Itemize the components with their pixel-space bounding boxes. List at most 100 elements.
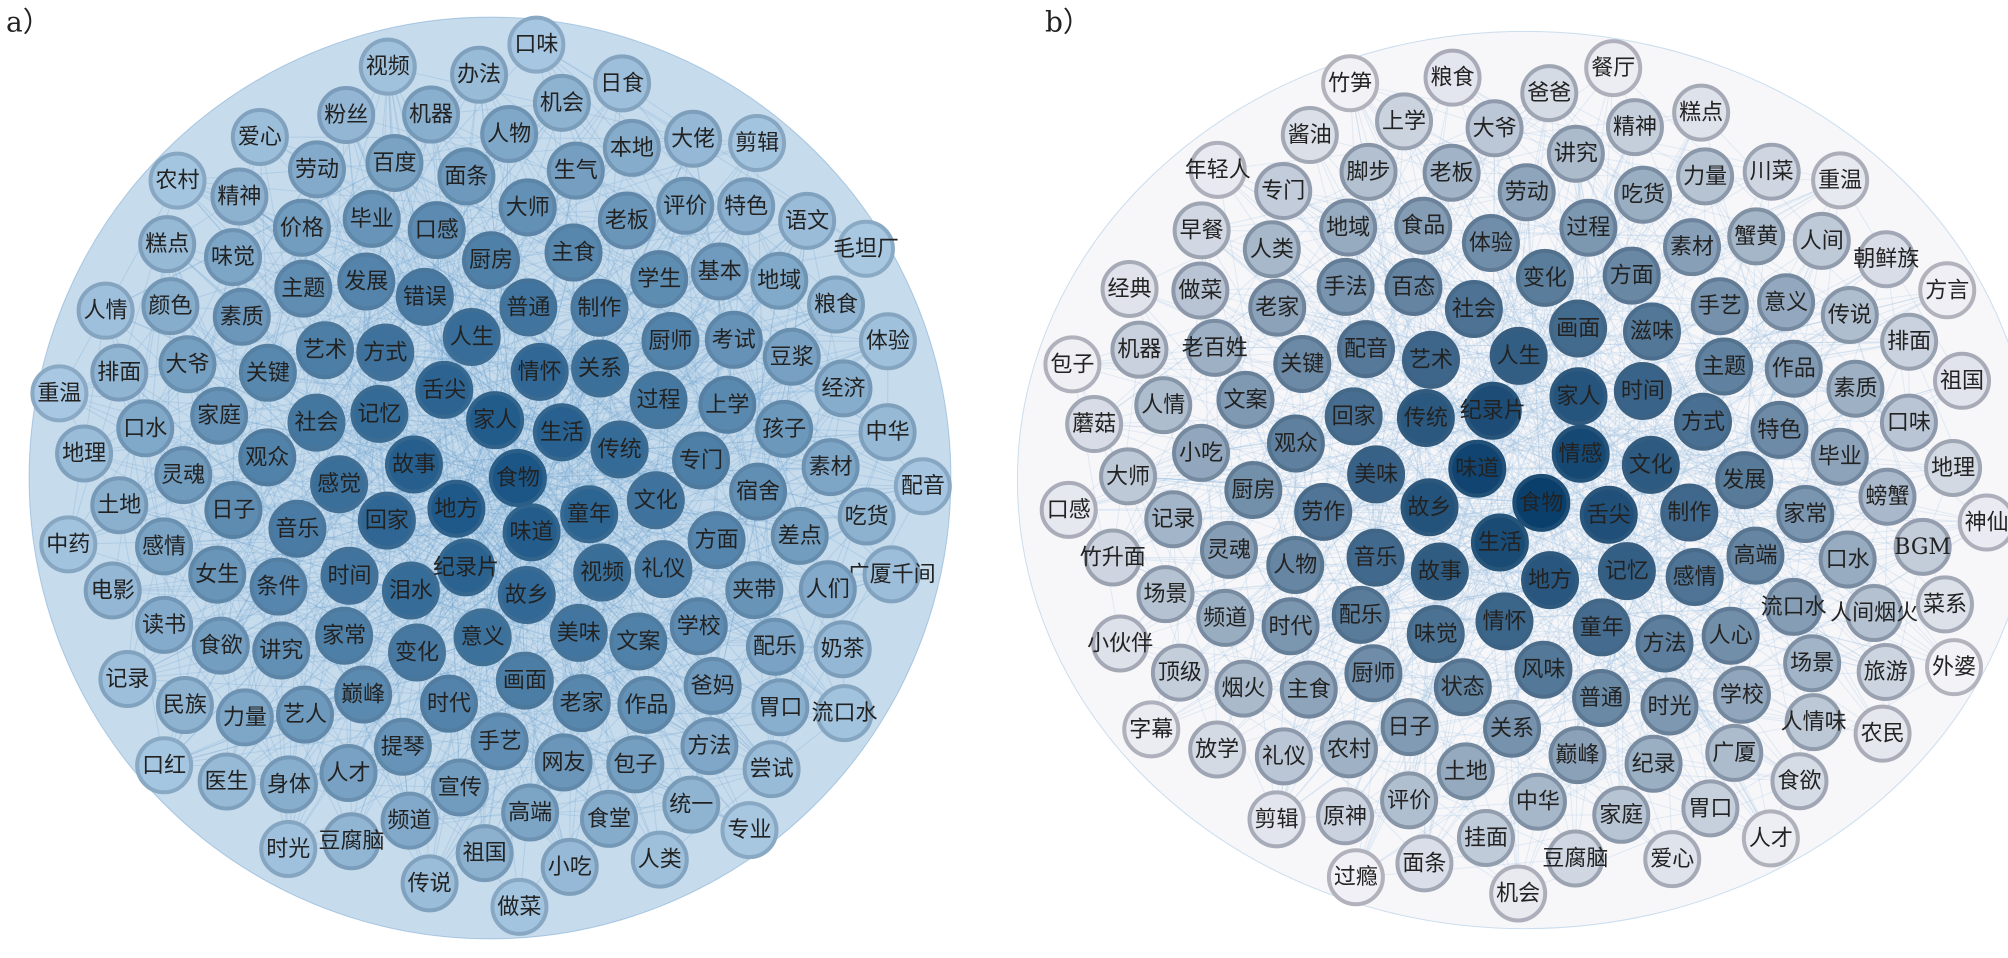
node-label: 泪水 [389, 579, 433, 604]
node [204, 481, 263, 540]
edge [429, 477, 519, 884]
node-label: 电影 [91, 578, 135, 603]
node-label: 地理 [1931, 456, 1975, 481]
node [560, 485, 619, 544]
node [507, 15, 566, 74]
node-label: 大师 [506, 195, 550, 220]
node [1406, 605, 1465, 664]
edge [1349, 82, 1577, 155]
node-label: 中华 [866, 420, 910, 445]
node [1489, 864, 1548, 923]
node-label: 主题 [281, 277, 325, 302]
edge [478, 74, 574, 253]
node-label: 豆腐脑 [318, 829, 384, 854]
node-label: 学生 [637, 267, 681, 292]
node-label: 口水 [1826, 547, 1870, 572]
node [442, 307, 501, 366]
node-label: 家庭 [197, 404, 241, 429]
node [1521, 551, 1580, 610]
node-label: 字幕 [1129, 717, 1173, 742]
node-label: 童年 [567, 502, 611, 527]
node-label: 回家 [365, 509, 409, 534]
node-label: 口水 [123, 416, 167, 441]
node [664, 109, 723, 168]
edge [1541, 502, 1756, 557]
edge [1112, 443, 1297, 558]
node [238, 343, 297, 402]
node [1640, 677, 1699, 736]
node [893, 457, 952, 516]
node-label: 感情 [142, 534, 186, 559]
node [1273, 335, 1332, 394]
edge [1360, 468, 1478, 616]
node [641, 312, 700, 371]
node [488, 449, 547, 507]
edge [536, 44, 686, 207]
edge [700, 304, 837, 461]
node [534, 733, 593, 792]
node-label: 人情味 [1781, 710, 1847, 735]
node-label: 故乡 [1408, 495, 1452, 520]
edge [1217, 169, 1414, 288]
node [1858, 467, 1917, 526]
node-label: 灵魂 [161, 463, 205, 488]
edge [394, 162, 574, 254]
node-label: 作品 [1772, 357, 1816, 382]
node [210, 167, 269, 226]
node [742, 740, 801, 799]
node [90, 476, 149, 535]
node [1444, 279, 1503, 338]
node [540, 837, 599, 896]
node [1463, 381, 1522, 440]
node-label: 包子 [1050, 352, 1094, 377]
edge [1179, 514, 1609, 674]
edge [266, 457, 412, 591]
node [813, 620, 872, 679]
node [593, 54, 652, 113]
node [1715, 451, 1774, 510]
node [402, 85, 461, 144]
edge [517, 466, 831, 479]
node-label: 普通 [506, 295, 550, 320]
node [1818, 530, 1877, 589]
edge [478, 74, 801, 537]
node-label: 发展 [1722, 468, 1766, 493]
edge [1201, 230, 1427, 419]
node-label: 老板 [1430, 161, 1474, 186]
node [549, 603, 608, 662]
node [1199, 520, 1258, 579]
node-label: 素质 [1833, 377, 1877, 402]
node [1602, 246, 1661, 305]
node [683, 656, 742, 715]
node-label: 美味 [557, 621, 601, 646]
node [1820, 285, 1879, 344]
node-label: 时代 [427, 692, 471, 717]
node-label: 传说 [1828, 303, 1872, 328]
node [1741, 809, 1800, 868]
node-label: 体验 [866, 329, 910, 354]
node [1150, 643, 1209, 702]
node [337, 252, 396, 311]
edge [1271, 248, 1501, 543]
edge [1490, 242, 1579, 397]
edge [443, 389, 528, 596]
node [552, 674, 611, 733]
node [573, 543, 632, 602]
edge [783, 220, 808, 429]
node-label: 素材 [1670, 235, 1714, 260]
node [1770, 752, 1829, 811]
node-label: 家庭 [1599, 803, 1643, 828]
node [1465, 99, 1524, 158]
node-label: 高端 [508, 801, 552, 826]
node-label: 糕点 [1679, 101, 1723, 126]
node [687, 511, 746, 570]
node-label: 厨房 [1231, 478, 1275, 503]
node-label: 口红 [142, 753, 186, 778]
node-label: 人情 [84, 299, 128, 324]
edge [1150, 355, 1520, 730]
node [419, 674, 478, 733]
edge [499, 740, 692, 806]
node-label: 爸爸 [1527, 81, 1571, 106]
edge [1626, 570, 1772, 839]
node [1375, 92, 1434, 151]
